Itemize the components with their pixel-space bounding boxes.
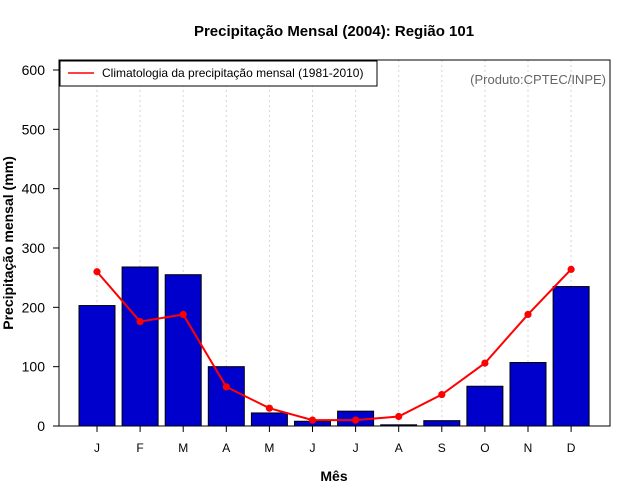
- x-tick-label: J: [353, 441, 359, 455]
- y-tick-label: 0: [37, 418, 45, 434]
- x-axis-label: Mês: [320, 468, 347, 484]
- y-tick-label: 500: [22, 121, 46, 137]
- bar-n-11: [509, 362, 547, 427]
- x-tick-label: D: [567, 441, 576, 455]
- x-tick-label: J: [310, 441, 316, 455]
- climatology-point-6: [308, 416, 317, 424]
- climatology-point-7: [352, 416, 360, 424]
- climatology-point-9: [438, 390, 446, 399]
- y-tick-label: 100: [22, 359, 46, 375]
- y-axis: 0 100 200 300 400 500 600: [22, 62, 59, 434]
- x-tick-label: A: [222, 441, 230, 455]
- x-tick-label: S: [438, 441, 446, 455]
- climatology-point-5: [265, 404, 273, 412]
- x-tick-label: F: [136, 441, 143, 455]
- y-tick-label: 400: [22, 181, 46, 197]
- climatology-line-group: [93, 265, 575, 424]
- bars: [78, 266, 590, 427]
- x-tick-label: A: [395, 441, 403, 455]
- bar-j-1: [78, 305, 116, 427]
- bar-d-12: [552, 286, 590, 427]
- bar-s-9: [423, 420, 461, 427]
- climatology-point-12: [567, 265, 575, 273]
- plot-frame: [58, 59, 611, 427]
- legend: Climatologia da precipitação mensal (198…: [59, 60, 378, 87]
- climatology-point-1: [93, 268, 101, 276]
- climatology-point-8: [395, 412, 403, 421]
- climatology-point-3: [179, 310, 187, 319]
- credit-annotation: (Produto:CPTEC/INPE): [470, 72, 606, 87]
- climatology-point-2: [136, 317, 144, 326]
- bar-f-2: [121, 266, 159, 427]
- y-tick-label: 300: [22, 240, 46, 256]
- climatology-point-11: [524, 310, 532, 319]
- climatology-point-10: [481, 359, 489, 367]
- y-axis-label: Precipitação mensal (mm): [0, 156, 16, 330]
- legend-box: [59, 60, 378, 87]
- y-tick-label: 600: [22, 62, 46, 78]
- bar-m-5: [250, 412, 288, 427]
- y-tick-label: 200: [22, 299, 46, 315]
- climatology-line: [96, 268, 572, 422]
- bar-o-10: [466, 385, 504, 427]
- climatology-point-4: [222, 383, 230, 391]
- bar-m-3: [164, 274, 202, 427]
- x-tick-label: N: [524, 441, 533, 455]
- x-tick-label: J: [94, 441, 100, 455]
- legend-label: Climatologia da precipitação mensal (198…: [102, 66, 363, 80]
- chart-title: Precipitação Mensal (2004): Região 101: [194, 23, 474, 40]
- x-tick-label: O: [480, 441, 489, 455]
- bar-a-4: [207, 366, 245, 427]
- x-tick-label: M: [178, 441, 188, 455]
- x-tick-label: M: [264, 441, 274, 455]
